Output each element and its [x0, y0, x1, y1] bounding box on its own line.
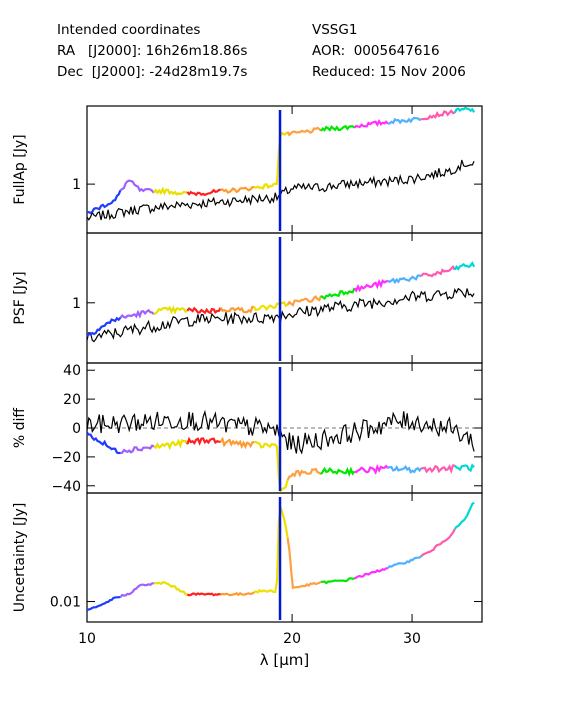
- spectral-order-segment: [86, 431, 121, 455]
- panel-frame: [86, 492, 483, 623]
- spectral-order-segment: [421, 109, 456, 121]
- spectral-order-segment: [387, 274, 422, 285]
- spectral-order-segment: [220, 185, 255, 194]
- spectral-order-segment: [353, 278, 389, 293]
- x-tick-label: 30: [403, 631, 421, 647]
- spectral-order-segment: [186, 436, 221, 446]
- spectral-order-segment: [153, 305, 188, 316]
- y-tick-label: 1: [72, 177, 81, 193]
- spectral-order-segment: [453, 106, 476, 114]
- spectral-order-segment: [286, 467, 322, 481]
- spectral-order-segment: [320, 287, 356, 301]
- y-axis-label: FullAp [Jy]: [12, 134, 28, 204]
- spectral-order-segment: [153, 438, 189, 451]
- y-tick-label: 1: [72, 296, 81, 312]
- spectral-order-segment: [453, 260, 476, 271]
- spectral-order-segment: [453, 463, 475, 473]
- spectral-order-segment: [354, 464, 389, 475]
- y-axis-label: PSF [Jy]: [12, 271, 28, 324]
- spectral-order-segment: [387, 555, 422, 569]
- spectral-order-segment: [254, 440, 289, 494]
- spectral-order-segment: [86, 596, 121, 612]
- spectral-order-segment: [253, 301, 289, 312]
- y-tick-label: 40: [63, 363, 81, 379]
- spectral-order-segment: [421, 464, 455, 474]
- spectral-order-segment: [320, 124, 356, 132]
- spectral-order-segment: [120, 444, 155, 455]
- x-tick-label: 10: [78, 631, 96, 647]
- spectral-order-segment: [220, 591, 255, 597]
- header-right-line-3: Reduced: 15 Nov 2006: [312, 64, 466, 80]
- panel-3: −40 −20 0 20 40 % diff: [12, 362, 483, 495]
- header-left-line-2: RA [J2000]: 16h26m18.86s: [57, 43, 248, 59]
- y-tick-label: 0: [72, 421, 81, 437]
- spectral-order-segment: [253, 507, 289, 594]
- spectral-order-segment: [286, 126, 322, 137]
- spectral-order-segment: [286, 537, 322, 590]
- panel-frame: [86, 232, 483, 364]
- spectral-order-segment: [86, 189, 122, 215]
- panel-2: 1 PSF [Jy]: [12, 232, 483, 364]
- x-axis-label: λ [μm]: [260, 651, 310, 669]
- panel-4: 0.01 Uncertainty [Jy]: [12, 492, 483, 623]
- spectral-order-segment: [321, 577, 355, 585]
- spectral-order-segment: [119, 308, 155, 319]
- spectral-order-segment: [253, 131, 289, 190]
- y-tick-label: 0.01: [50, 595, 81, 611]
- spectral-order-segment: [420, 265, 456, 278]
- panel-frame: [86, 105, 483, 234]
- spectral-order-segment: [86, 316, 122, 338]
- spectral-order-segment: [119, 582, 155, 598]
- y-tick-label: 20: [63, 392, 81, 408]
- spectral-order-segment: [320, 466, 356, 477]
- spectral-order-segment: [387, 116, 422, 125]
- header-right-line-1: VSSG1: [312, 22, 358, 38]
- y-tick-label: −20: [51, 450, 81, 466]
- spectral-order-segment: [152, 186, 188, 196]
- spectral-order-segment: [387, 465, 423, 474]
- spectral-order-segment: [354, 567, 389, 580]
- spectral-order-segment: [186, 592, 221, 597]
- spectral-order-segment: [186, 306, 222, 315]
- x-tick-label: 20: [283, 631, 301, 647]
- spectral-order-segment: [420, 528, 456, 557]
- panel-1: 1 FullAp [Jy]: [12, 105, 483, 234]
- y-axis-label: % diff: [12, 408, 28, 449]
- header-right-line-2: AOR: 0005647616: [312, 43, 440, 59]
- spectral-order-segment: [153, 581, 188, 596]
- spectral-order-segment: [453, 501, 475, 530]
- header-left-line-1: Intended coordinates: [57, 22, 201, 38]
- y-axis-label: Uncertainty [Jy]: [12, 503, 28, 613]
- spectral-order-segment: [186, 188, 221, 197]
- spectral-order-segment: [219, 436, 255, 450]
- y-tick-label: −40: [51, 479, 81, 495]
- header-left-line-3: Dec [J2000]: -24d28m19.7s: [57, 64, 248, 80]
- spectral-order-segment: [219, 305, 255, 314]
- spectral-order-segment: [353, 118, 389, 129]
- spectral-order-segment: [119, 179, 155, 194]
- spectral-order-segment: [286, 295, 323, 307]
